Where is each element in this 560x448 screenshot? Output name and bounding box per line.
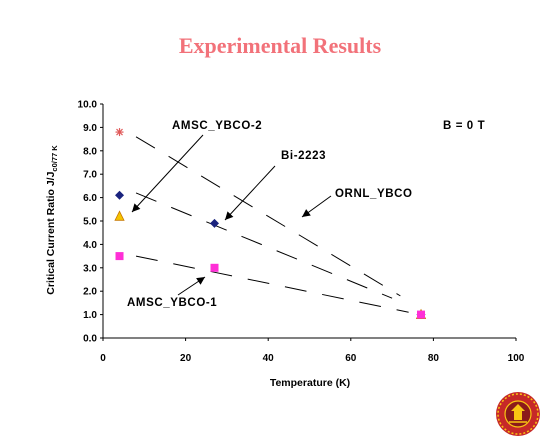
annotation-amsc-ybco-2: AMSC_YBCO-2 [172, 120, 262, 132]
data-point-triangle [114, 210, 125, 221]
y-tick-label: 9.0 [83, 123, 97, 134]
annotation-ornl-ybco: ORNL_YBCO [335, 188, 413, 200]
tick-labels: 0.0 1.0 2.0 3.0 4.0 5.0 6.0 7.0 8.0 9.0 10.0 0 20 40 6… [78, 100, 525, 365]
x-tick-label: 40 [263, 353, 275, 364]
trend-line [135, 255, 409, 313]
data-point-diamond [115, 190, 125, 200]
trend-line [135, 136, 401, 297]
y-tick-label: 1.0 [83, 310, 97, 321]
asterisk-stroke [116, 128, 123, 136]
arrow-shaft [131, 134, 204, 213]
y-tick-label: 8.0 [83, 146, 97, 157]
x-tick-label: 80 [428, 353, 440, 364]
x-tick-label: 0 [100, 353, 106, 364]
y-tick-label: 0.0 [83, 334, 97, 345]
arrow-head [225, 211, 234, 220]
arrow-head [302, 209, 311, 217]
arrow-shaft [224, 165, 276, 221]
annotation-labels: AMSC_YBCO-2 Bi-2223 ORNL_YBCO AMSC_YBCO-1 B … [127, 120, 485, 309]
trend-lines [135, 136, 409, 313]
y-axis-title-subscript: c0/77 K [50, 145, 59, 172]
arrow-bi-2223 [224, 165, 276, 221]
data-point-square [115, 252, 124, 261]
annotation-b-0-t: B = 0 T [443, 120, 485, 132]
annotation-bi-2223: Bi-2223 [281, 150, 326, 162]
arrow-amsc-ybco-2 [131, 134, 204, 213]
y-tick-label: 2.0 [83, 287, 97, 298]
y-axis-title-main: Critical Current Ratio J/J [45, 171, 57, 294]
y-tick-label: 6.0 [83, 193, 97, 204]
data-point-square [417, 310, 426, 319]
y-axis-title: Critical Current Ratio J/Jc0/77 K [45, 145, 59, 295]
data-point-diamond [210, 218, 220, 228]
x-tick-label: 60 [345, 353, 357, 364]
data-point-square [210, 263, 219, 272]
y-tick-label: 3.0 [83, 263, 97, 274]
data-point-asterisk [115, 128, 124, 137]
arrow-ornl-ybco [301, 195, 332, 218]
y-tick-label: 7.0 [83, 170, 97, 181]
trend-line [135, 192, 393, 299]
x-tick-label: 20 [180, 353, 192, 364]
arrow-head [132, 203, 141, 212]
y-tick-label: 10.0 [78, 100, 98, 111]
university-seal-logo [496, 392, 540, 436]
y-tick-label: 4.0 [83, 240, 97, 251]
x-tick-label: 100 [508, 353, 525, 364]
slide-title: Experimental Results [178, 33, 382, 58]
y-tick-label: 5.0 [83, 217, 97, 228]
annotation-arrows [131, 134, 332, 296]
annotation-amsc-ybco-1: AMSC_YBCO-1 [127, 297, 217, 309]
arrow-amsc-ybco-1 [177, 276, 206, 296]
x-axis-title: Temperature (K) [270, 377, 350, 389]
arrow-head [196, 277, 205, 285]
data-points [114, 128, 427, 320]
